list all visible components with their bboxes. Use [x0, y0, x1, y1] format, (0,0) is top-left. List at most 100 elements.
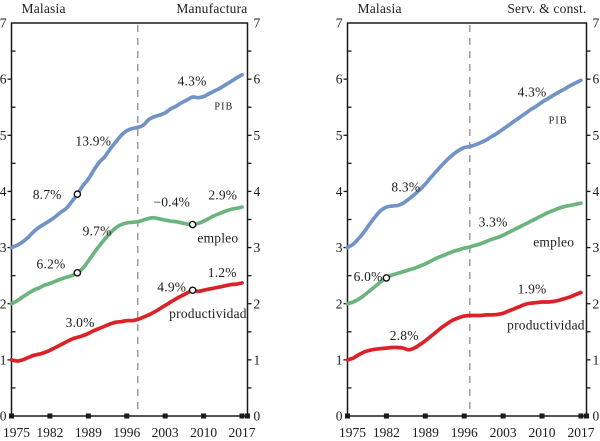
chart1-annotation: 4.9% [157, 279, 186, 294]
chart2-x-tick-square [461, 413, 467, 419]
chart1-y-axis-label-right: 6 [254, 72, 261, 87]
chart1-annotation: 1.2% [208, 265, 237, 280]
chart2-x-axis-label: 2010 [529, 425, 556, 440]
chart1-y-axis-label-right: 0 [254, 409, 261, 424]
chart1-annotation: productividad [169, 306, 247, 321]
chart2-x-tick-square [539, 413, 545, 419]
chart2-y-axis-label-left: 1 [336, 352, 343, 367]
chart2-annotation: 3.3% [479, 214, 508, 229]
chart2-x-axis-label: 1989 [412, 425, 439, 440]
chart1-pib-line [9, 72, 244, 250]
chart2-y-axis-label-right: 7 [593, 16, 600, 31]
chart1-y-axis-label-left: 2 [0, 296, 7, 311]
chart1-y-axis-label-right: 2 [254, 296, 261, 311]
chart2-y-axis-label-left: 3 [336, 240, 343, 255]
chart1-y-axis-label-right: 5 [254, 128, 261, 143]
chart1-productividad-line [9, 281, 244, 363]
chart2-annotation: 6.0% [354, 269, 383, 284]
chart2-y-axis-label-left: 4 [336, 184, 343, 199]
chart2-x-axis-label: 1996 [451, 425, 478, 440]
chart1-x-axis-label: 1982 [36, 425, 63, 440]
chart2-annotation: 2.8% [390, 328, 419, 343]
chart1-x-axis-label: 2003 [152, 425, 179, 440]
chart1-x-tick-square [162, 413, 168, 419]
chart1-y-axis-label-left: 7 [0, 16, 7, 31]
chart1-y-axis-label-right: 4 [254, 184, 261, 199]
chart2-y-axis-label-left: 7 [336, 16, 343, 31]
chart1-y-axis-label-left: 4 [0, 184, 7, 199]
chart1-x-axis-label: 1996 [113, 425, 140, 440]
chart2-x-axis-label: 1975 [339, 425, 366, 440]
chart1-data-point-marker [73, 269, 82, 277]
chart2-corner-square [584, 413, 589, 419]
chart2-x-axis-label: 2003 [490, 425, 517, 440]
chart1-title-row: Malasia Manufactura [22, 1, 248, 17]
chart1-annotation: −0.4% [153, 195, 190, 210]
chart2-annotation: productividad [507, 318, 585, 333]
chart1-x-tick-square [201, 413, 207, 419]
chart1-x-tick-square [47, 413, 53, 419]
chart2-y-axis-label-left: 5 [336, 128, 343, 143]
chart2-y-axis-label-right: 0 [593, 409, 600, 424]
chart2-title-right: Serv. & const. [507, 1, 587, 16]
chart1-x-tick-square [85, 413, 91, 419]
chart1-annotation: 8.7% [33, 187, 62, 202]
chart1-x-tick-square [9, 413, 14, 419]
chart1-y-axis-label-left: 0 [0, 409, 7, 424]
chart2-y-axis-label-left: 6 [336, 72, 343, 87]
chart1-y-axis-label-left: 3 [0, 240, 7, 255]
chart1-data-point-marker [188, 220, 197, 229]
chart2-x-tick-square [422, 413, 428, 419]
chart1-x-axis-label: 2017 [229, 425, 256, 440]
chart2-x-axis-label: 1982 [373, 425, 400, 440]
chart1-annotation: 13.9% [75, 134, 111, 149]
chart1-y-axis-label-right: 7 [254, 16, 261, 31]
chart1-data-point-marker [188, 286, 197, 295]
chart2-annotation: empleo [533, 235, 574, 250]
chart1-x-axis-label: 2010 [190, 425, 217, 440]
chart1-empleo-line [9, 205, 244, 306]
chart2-annotation: 8.3% [391, 180, 420, 195]
chart2-x-axis-label: 2017 [567, 425, 594, 440]
chart2-y-axis-label-right: 3 [593, 240, 600, 255]
chart2-y-axis-label-right: 1 [593, 352, 600, 367]
chart2-axes-box [346, 22, 588, 417]
chart1-corner-square [245, 413, 250, 419]
chart1-y-axis-label-right: 1 [254, 352, 261, 367]
chart2-pib-line [345, 78, 583, 250]
chart1-annotation: 3.0% [66, 315, 95, 330]
chart2-x-tick-square [500, 413, 506, 419]
chart1-y-axis-label-left: 1 [0, 352, 7, 367]
chart2-data-point-marker [382, 274, 391, 282]
chart1-y-axis-label-left: 6 [0, 72, 7, 87]
chart2-y-axis-label-right: 2 [593, 296, 600, 311]
chart2-title-row: Malasia Serv. & const. [358, 1, 587, 17]
chart1-title-left: Malasia [21, 1, 66, 16]
chart2-y-axis-label-left: 2 [336, 296, 343, 311]
chart2-title-left: Malasia [357, 1, 402, 16]
chart2-annotation: 4.3% [518, 85, 547, 100]
chart1-title-right: Manufactura [176, 1, 248, 16]
chart1-x-axis-label: 1975 [3, 425, 30, 440]
chart2-y-axis-label-right: 4 [593, 184, 600, 199]
chart1-x-tick-square [239, 413, 245, 419]
chart1-data-point-marker [73, 190, 82, 199]
chart1-annotation: 6.2% [37, 256, 66, 271]
chart1-y-axis-label-right: 3 [254, 240, 261, 255]
chart2-x-tick-square [578, 413, 584, 419]
chart1-series-label-pib: PIB [214, 102, 233, 113]
chart2-x-tick-square [383, 413, 389, 419]
chart2-annotation: 1.9% [518, 282, 547, 297]
chart2-y-axis-label-left: 0 [336, 409, 343, 424]
chart2-y-axis-label-right: 5 [593, 128, 600, 143]
chart1-axes-box [10, 22, 249, 417]
chart2-productividad-line [345, 290, 583, 362]
chart1-annotation: 9.7% [83, 223, 112, 238]
chart1-annotation: 4.3% [178, 73, 207, 88]
chart2-y-axis-label-right: 6 [593, 72, 600, 87]
chart1-annotation: 2.9% [208, 187, 237, 202]
chart1-y-axis-label-left: 5 [0, 128, 7, 143]
chart1-x-axis-label: 1989 [75, 425, 102, 440]
